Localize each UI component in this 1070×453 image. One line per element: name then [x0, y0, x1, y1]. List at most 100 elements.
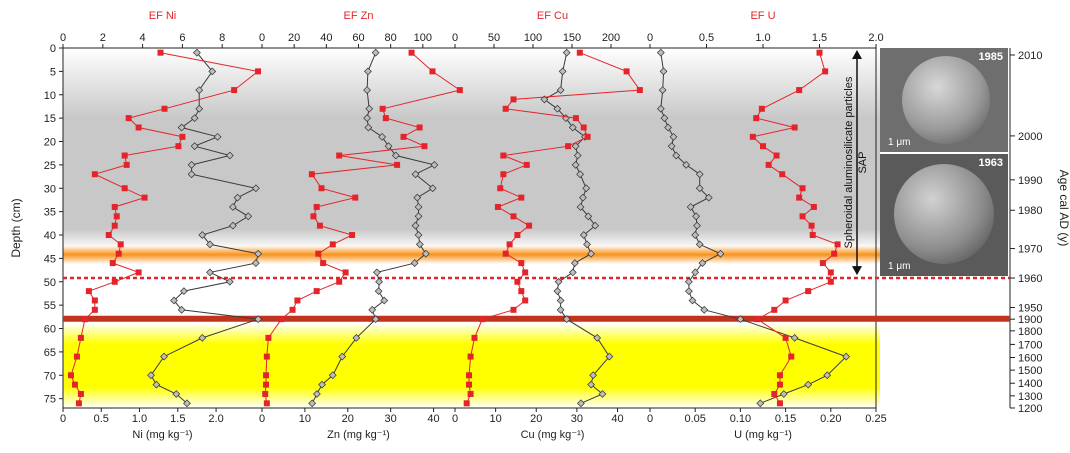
depth-tick-label: 30 — [44, 183, 56, 195]
ef-point-Zn — [336, 278, 343, 285]
ef-point-Zn — [408, 49, 415, 56]
conc-point-Zn — [375, 277, 383, 286]
ef-tick-label: 60 — [352, 32, 364, 44]
conc-point-Cu — [582, 184, 591, 193]
ef-point-Ni — [67, 372, 74, 379]
ef-point-Zn — [294, 297, 301, 304]
ef-axis-title-Zn: EF Zn — [344, 10, 374, 22]
depth-tick-label: 35 — [44, 207, 56, 219]
ef-point-Cu — [514, 278, 521, 285]
ef-point-U — [799, 213, 806, 220]
conc-point-Cu — [577, 399, 585, 408]
conc-tick-label: 2.0 — [208, 413, 223, 425]
conc-tick-label: 30 — [385, 413, 397, 425]
ef-point-Cu — [518, 288, 525, 295]
conc-point-U — [688, 296, 697, 305]
conc-point-Cu — [570, 259, 579, 267]
sap-arrow-head-bottom — [852, 266, 862, 276]
age-tick-label: 1980 — [1018, 205, 1042, 217]
conc-point-Ni — [177, 123, 186, 132]
ef-tick-label: 20 — [288, 32, 300, 44]
conc-point-Ni — [206, 240, 214, 249]
conc-point-Zn — [373, 268, 381, 277]
ef-point-Cu — [497, 185, 504, 192]
ef-point-Zn — [394, 161, 401, 168]
ef-tick-label: 1.5 — [812, 32, 827, 44]
age-tick-label: 1300 — [1018, 391, 1042, 403]
conc-point-Zn — [414, 212, 423, 221]
conc-point-Ni — [195, 104, 204, 113]
ef-point-U — [773, 152, 780, 159]
ef-point-Cu — [463, 400, 470, 407]
depth-tick-label: 65 — [44, 347, 56, 359]
ef-point-Zn — [308, 171, 315, 178]
photo-scale-1963: 1 μm — [888, 261, 911, 272]
conc-point-Zn — [328, 371, 337, 380]
conc-point-Cu — [562, 315, 571, 324]
sem-photo-1963: 1963 1 μm — [880, 154, 1008, 276]
conc-tick-label: 0.5 — [94, 413, 109, 425]
conc-point-Zn — [363, 86, 371, 94]
conc-point-U — [660, 114, 669, 123]
conc-point-U — [693, 221, 701, 230]
conc-point-U — [667, 142, 676, 151]
ef-point-Cu — [510, 306, 517, 313]
conc-point-Ni — [213, 132, 222, 141]
ef-point-Cu — [526, 222, 533, 229]
conc-point-U — [756, 399, 765, 408]
conc-point-Ni — [229, 203, 237, 211]
ef-point-U — [791, 124, 798, 131]
ef-tick-label: 2.0 — [868, 32, 883, 44]
ef-point-U — [805, 288, 812, 295]
ef-point-Cu — [514, 232, 521, 239]
conc-axis-title-Cu: Cu (mg kg⁻¹) — [521, 429, 585, 441]
conc-point-U — [684, 277, 693, 286]
conc-tick-label: 1.5 — [170, 413, 185, 425]
conc-point-U — [695, 240, 704, 249]
conc-point-U — [779, 390, 788, 398]
age-tick-label: 1200 — [1018, 403, 1042, 415]
ef-point-Cu — [580, 124, 587, 131]
conc-point-Zn — [415, 240, 424, 249]
conc-point-Ni — [147, 371, 155, 380]
sem-photo-1985: 1985 1 μm — [880, 48, 1008, 152]
ef-point-Ni — [121, 185, 128, 192]
photo-year-1963: 1963 — [978, 157, 1003, 169]
conc-point-Ni — [208, 67, 217, 76]
conc-point-U — [804, 380, 813, 389]
ef-point-Ni — [105, 232, 112, 239]
conc-point-Ni — [193, 48, 201, 57]
ef-line-U — [751, 52, 839, 404]
depth-tick-label: 5 — [50, 66, 56, 78]
conc-point-U — [704, 193, 713, 202]
ef-point-U — [834, 241, 841, 248]
ef-point-Cu — [522, 269, 529, 276]
conc-point-Zn — [411, 170, 420, 179]
ef-point-Ni — [91, 297, 98, 304]
ef-point-Zn — [349, 232, 356, 239]
ef-axis-title-U: EF U — [750, 10, 775, 22]
conc-point-Ni — [183, 399, 191, 408]
ef-point-Ni — [91, 306, 98, 313]
shading-band-1 — [63, 245, 880, 264]
conc-point-Cu — [576, 203, 585, 211]
sap-annotation-text: Spheroidal aluminosilicate particles — [843, 76, 855, 248]
age-tick-label: 1990 — [1018, 175, 1042, 187]
conc-point-Cu — [598, 390, 607, 398]
ef-point-U — [749, 133, 756, 140]
conc-tick-label: 10 — [490, 413, 502, 425]
conc-tick-label: 20 — [342, 413, 354, 425]
ef-point-Cu — [510, 213, 517, 220]
conc-point-Ni — [198, 231, 207, 239]
ef-tick-label: 1.0 — [755, 32, 770, 44]
ef-point-U — [808, 222, 815, 229]
plot-frame — [62, 47, 877, 409]
depth-tick-label: 50 — [44, 277, 56, 289]
conc-tick-label: 0 — [60, 413, 66, 425]
conc-point-U — [823, 371, 832, 380]
conc-tick-label: 0.25 — [865, 413, 886, 425]
depth-tick-label: 70 — [44, 370, 56, 382]
conc-point-Zn — [391, 151, 400, 160]
ef-point-Ni — [85, 288, 92, 295]
conc-axis-title-Zn: Zn (mg kg⁻¹) — [327, 429, 390, 441]
